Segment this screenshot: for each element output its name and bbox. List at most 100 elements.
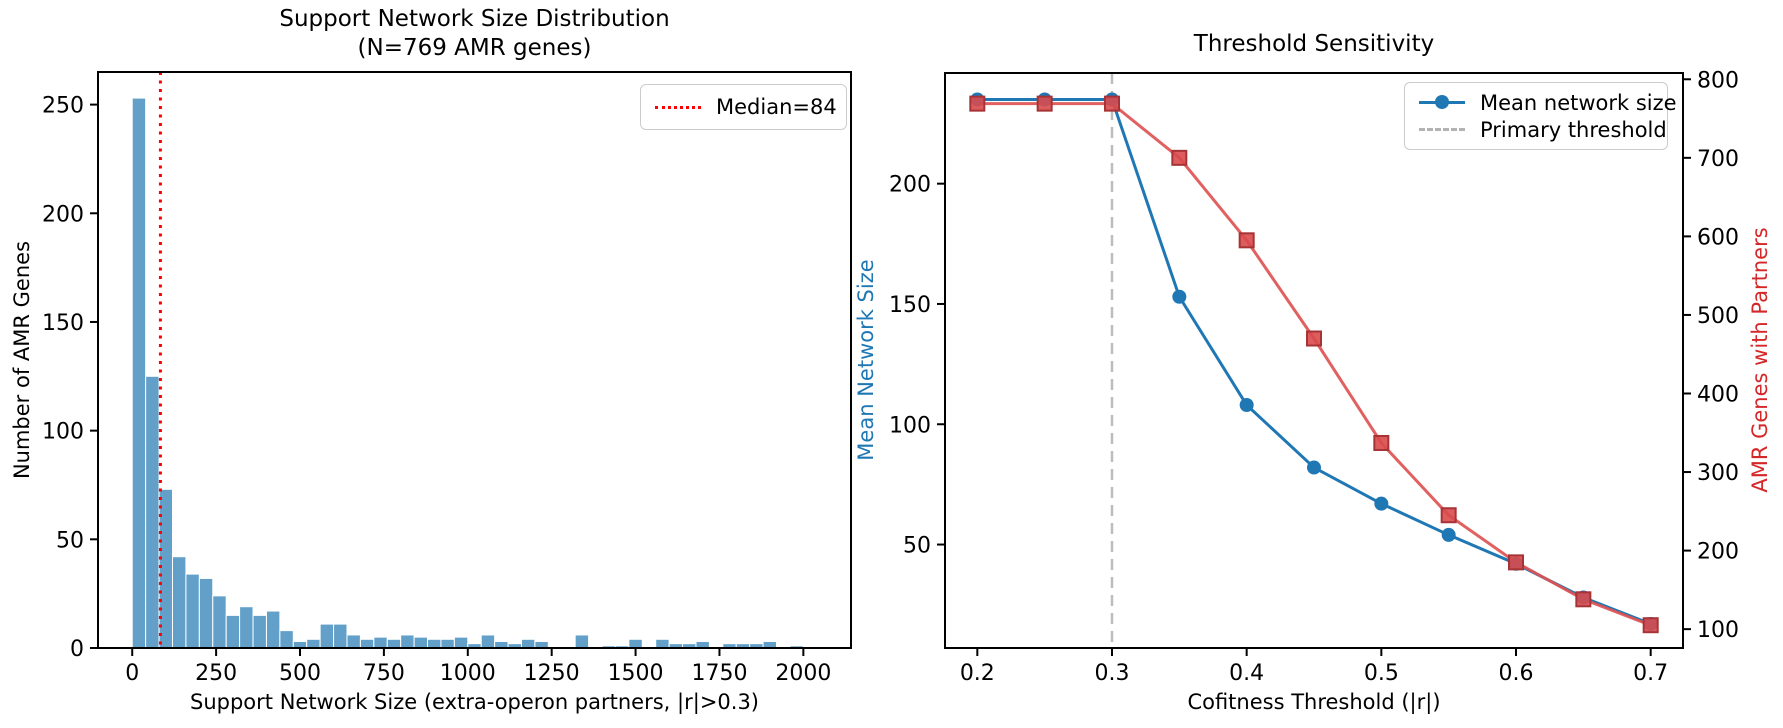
y-tick-label: 200 [42, 202, 84, 227]
histogram-bar [131, 97, 147, 649]
y-tick-label: 250 [42, 94, 84, 119]
x-tick-label: 1250 [524, 661, 580, 686]
right-chart-title: Threshold Sensitivity [1193, 31, 1435, 57]
x-tick-label: 0.4 [1229, 661, 1264, 686]
circle-marker [1172, 289, 1187, 304]
x-tick-label: 1000 [440, 661, 496, 686]
square-marker [1508, 554, 1525, 571]
x-tick-label: 0.7 [1633, 661, 1668, 686]
histogram-bar [386, 638, 402, 649]
x-tick-label: 2000 [775, 661, 831, 686]
x-tick-label: 0 [125, 661, 139, 686]
histogram-bar [453, 636, 469, 649]
left-y-tick-label: 50 [903, 534, 931, 559]
square-marker [1373, 434, 1390, 451]
histogram-bar [333, 623, 348, 649]
circle-marker-icon [1435, 95, 1449, 109]
histogram-bar [198, 577, 214, 649]
histogram-bar [185, 573, 200, 649]
histogram-bar [171, 556, 187, 649]
mean-network-line-sample-icon [1419, 95, 1465, 109]
right-y-tick-label: 300 [1697, 461, 1739, 486]
histogram-bar [306, 638, 321, 649]
y-tick-label: 150 [42, 311, 84, 336]
y-tick-label: 50 [56, 528, 84, 553]
right-chart-x-axis-label: Cofitness Threshold (|r|) [1187, 690, 1441, 714]
left-chart-title-line1: Support Network Size Distribution [279, 6, 670, 32]
left-chart-title: Support Network Size Distribution (N=769… [98, 5, 851, 63]
x-tick-label: 0.6 [1499, 661, 1534, 686]
histogram-bar [520, 638, 536, 649]
left-chart-y-axis-label: Number of AMR Genes [10, 240, 34, 480]
y-tick-label: 100 [42, 420, 84, 445]
right-y-tick-label: 100 [1697, 618, 1739, 643]
median-legend-label: Median=84 [716, 95, 837, 119]
histogram-bar [413, 636, 429, 649]
histogram-bar [480, 634, 496, 649]
left-chart-x-axis-label: Support Network Size (extra-operon partn… [190, 690, 759, 714]
threshold-line-sample-icon [1419, 128, 1465, 131]
histogram-bar [359, 638, 375, 649]
x-tick-label: 250 [195, 661, 237, 686]
left-chart-legend: Median=84 [640, 84, 847, 130]
histogram-bar [252, 614, 267, 649]
histogram-bar [400, 634, 415, 649]
square-marker [1575, 591, 1592, 608]
circle-marker [1307, 460, 1321, 475]
x-tick-label: 0.2 [960, 661, 995, 686]
histogram-bar [427, 638, 442, 649]
right-y-tick-label: 500 [1697, 304, 1739, 329]
square-marker [1642, 617, 1659, 634]
square-marker [1440, 507, 1457, 524]
histogram-bar [212, 595, 227, 649]
histogram-bar [440, 638, 455, 649]
left-y-tick-label: 200 [889, 173, 931, 198]
right-y-tick-label: 700 [1697, 147, 1739, 172]
legend-row-mean-network-size: Mean network size [1419, 89, 1677, 116]
histogram-bar [373, 636, 388, 649]
histogram-bar [574, 634, 590, 649]
right-y-tick-label: 400 [1697, 382, 1739, 407]
x-tick-label: 1750 [691, 661, 747, 686]
left-y-tick-label: 150 [889, 293, 931, 318]
legend-row-primary-threshold: Primary threshold [1419, 116, 1667, 143]
right-plot-border [944, 72, 1684, 649]
amr-genes-line [977, 102, 1652, 627]
histogram-bar [346, 634, 361, 649]
legend-row-median: Median=84 [655, 92, 837, 123]
right-y-tick-label: 600 [1697, 225, 1739, 250]
x-tick-label: 500 [279, 661, 321, 686]
left-plot-border [97, 71, 852, 649]
square-marker [1238, 232, 1255, 249]
right-y-tick-label: 800 [1697, 68, 1739, 93]
x-tick-label: 0.5 [1364, 661, 1399, 686]
square-marker [1306, 330, 1322, 347]
x-tick-label: 0.3 [1094, 661, 1129, 686]
right-chart-left-y-axis-label: Mean Network Size [854, 259, 878, 461]
y-tick-label: 0 [70, 637, 84, 662]
histogram-bar [239, 606, 254, 649]
median-line-sample-icon [655, 105, 701, 109]
circle-marker [1239, 398, 1254, 413]
right-chart-legend: Mean network size Primary threshold [1404, 82, 1677, 150]
primary-threshold-legend-label: Primary threshold [1480, 117, 1667, 142]
square-marker [1171, 149, 1188, 166]
left-y-tick-label: 100 [889, 413, 931, 438]
histogram-bar [319, 623, 335, 649]
circle-marker [1374, 496, 1389, 511]
right-chart-right-y-axis-label: AMR Genes with Partners [1748, 227, 1772, 493]
x-tick-label: 750 [363, 661, 405, 686]
square-marker [969, 95, 986, 112]
right-y-tick-label: 200 [1697, 540, 1739, 565]
histogram-bar [628, 638, 643, 649]
histogram-bar [158, 488, 173, 649]
mean-network-size-line [977, 97, 1652, 626]
histogram-bar [225, 614, 241, 649]
histogram-bar [279, 630, 294, 649]
histogram-bar [265, 610, 281, 649]
circle-marker [1441, 527, 1456, 542]
x-tick-label: 1500 [608, 661, 664, 686]
left-chart-title-line2: (N=769 AMR genes) [357, 35, 592, 61]
